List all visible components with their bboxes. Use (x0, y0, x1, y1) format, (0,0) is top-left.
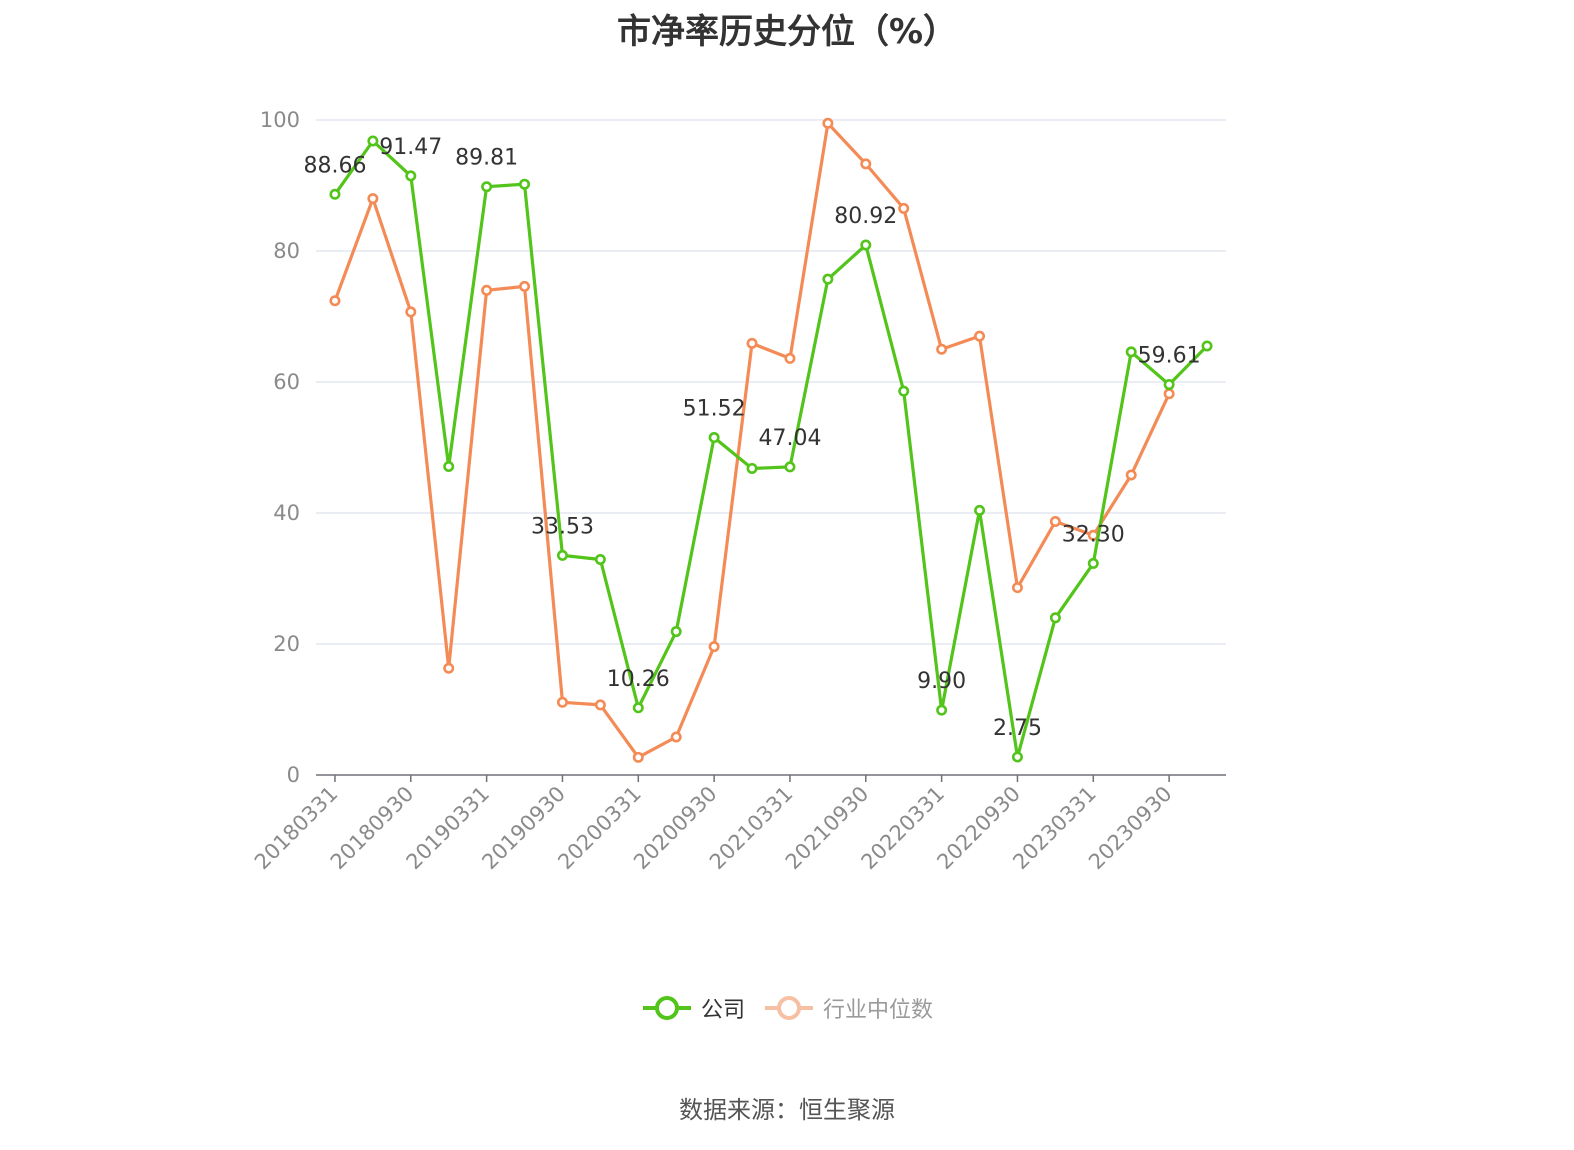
axes: 0204060801002018033120180930201903312019… (250, 108, 1226, 874)
data-label: 88.66 (303, 153, 366, 178)
data-point-company (898, 385, 910, 397)
data-point-industry-median (1011, 582, 1023, 594)
y-tick-label: 80 (273, 239, 300, 263)
data-point-industry-median (367, 193, 379, 205)
data-point-industry-median (784, 352, 796, 364)
data-point-industry-median (632, 751, 644, 763)
data-label: 33.53 (531, 514, 594, 539)
data-label: 51.52 (683, 397, 746, 422)
chart-title: 市净率历史分位（%） (616, 12, 958, 52)
data-point-company (936, 704, 948, 716)
data-point-company (1163, 379, 1175, 391)
data-point-industry-median (481, 284, 493, 296)
data-point-company (367, 135, 379, 147)
data-point-company (822, 273, 834, 285)
data-point-industry-median (898, 202, 910, 214)
data-point-company (1201, 340, 1213, 352)
data-point-industry-median (860, 158, 872, 170)
data-point-company (329, 188, 341, 200)
data-point-company (1049, 612, 1061, 624)
data-label: 47.04 (758, 426, 821, 451)
data-point-company (556, 549, 568, 561)
series-lines (329, 117, 1213, 763)
legend-item-industry-median[interactable]: 行业中位数 (763, 992, 933, 1024)
data-labels: 88.66 91.47 89.81 33.53 10.26 51.52 47.04 80.92… (303, 135, 1200, 741)
data-point-industry-median (329, 295, 341, 307)
data-label: 10.26 (607, 667, 670, 692)
data-label: 32.30 (1062, 522, 1125, 547)
data-point-industry-median (594, 699, 606, 711)
data-point-industry-median (443, 662, 455, 674)
data-point-industry-median (746, 337, 758, 349)
legend-item-company[interactable]: 公司 (641, 992, 745, 1024)
data-label: 9.90 (917, 669, 966, 694)
data-point-industry-median (822, 117, 834, 129)
data-point-company (784, 461, 796, 473)
data-label: 91.47 (379, 135, 442, 160)
data-point-industry-median (670, 731, 682, 743)
y-tick-label: 40 (273, 501, 300, 525)
y-tick-label: 20 (273, 632, 300, 656)
legend-industry-icon (765, 996, 813, 1020)
legend-industry-label: 行业中位数 (823, 998, 934, 1023)
data-point-company (405, 170, 417, 182)
data-label: 89.81 (455, 146, 518, 171)
y-tick-label: 60 (273, 370, 300, 394)
data-point-industry-median (1125, 469, 1137, 481)
data-point-company (1125, 346, 1137, 358)
data-point-industry-median (1049, 516, 1061, 528)
y-tick-label: 100 (260, 108, 300, 132)
data-point-company (594, 554, 606, 566)
data-point-industry-median (405, 306, 417, 318)
data-point-industry-median (936, 343, 948, 355)
data-point-company (708, 432, 720, 444)
data-point-company (443, 460, 455, 472)
data-point-industry-median (556, 696, 568, 708)
data-point-company (481, 181, 493, 193)
grid-lines (316, 119, 1226, 645)
data-point-industry-median (708, 641, 720, 653)
data-point-industry-median (519, 280, 531, 292)
data-point-company (1087, 557, 1099, 569)
legend-company-icon (642, 996, 691, 1020)
data-point-company (860, 239, 872, 251)
data-point-company (974, 504, 986, 516)
data-point-industry-median (1163, 388, 1175, 400)
y-tick-label: 0 (287, 763, 300, 787)
data-point-company (1011, 751, 1023, 763)
series-line-company (333, 139, 1209, 759)
data-point-company (746, 462, 758, 474)
data-point-company (632, 702, 644, 714)
data-point-company (519, 178, 531, 190)
data-label: 2.75 (993, 716, 1042, 741)
data-source: 数据来源：恒生聚源 (679, 1096, 895, 1124)
data-label: 80.92 (834, 204, 897, 229)
x-tick-label: 20230930 (1084, 782, 1177, 875)
data-label: 59.61 (1138, 344, 1201, 369)
data-point-company (670, 626, 682, 638)
legend-company-label: 公司 (700, 998, 745, 1023)
data-point-industry-median (974, 330, 986, 342)
legend: 公司 行业中位数 (0, 992, 1574, 1024)
